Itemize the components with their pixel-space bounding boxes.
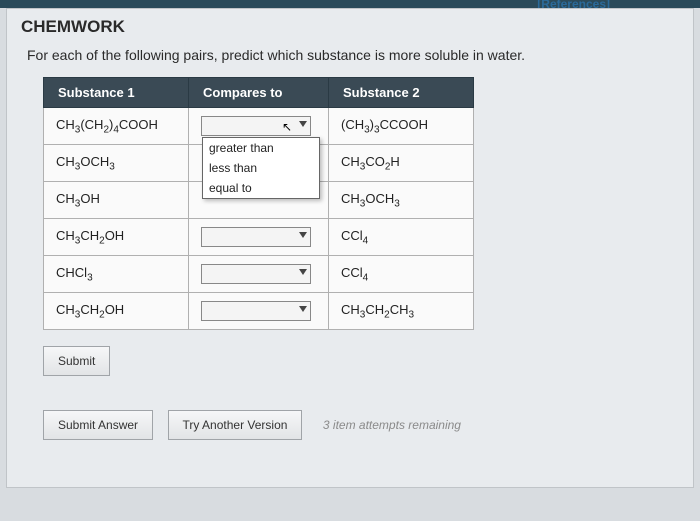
chevron-down-icon <box>299 269 307 275</box>
dropdown-option[interactable]: less than <box>203 158 319 178</box>
substance-2: CH3OCH3 <box>329 182 474 219</box>
compare-cell <box>189 293 329 330</box>
panel-title: CHEMWORK <box>7 9 693 43</box>
attempts-remaining: 3 item attempts remaining <box>323 418 461 432</box>
compare-select[interactable] <box>201 264 311 284</box>
dropdown-option[interactable]: greater than <box>203 138 319 158</box>
substance-2: (CH3)3CCOOH <box>329 108 474 145</box>
bottom-button-row: Submit Answer Try Another Version 3 item… <box>43 410 693 440</box>
col-substance-1: Substance 1 <box>44 78 189 108</box>
substance-2: CH3CO2H <box>329 145 474 182</box>
substance-1: CH3CH2OH <box>44 219 189 256</box>
try-another-button[interactable]: Try Another Version <box>168 410 303 440</box>
substance-1: CH3CH2OH <box>44 293 189 330</box>
submit-row: Submit <box>43 346 693 376</box>
submit-button[interactable]: Submit <box>43 346 110 376</box>
substance-2: CH3CH2CH3 <box>329 293 474 330</box>
substance-1: CH3(CH2)4COOH <box>44 108 189 145</box>
instruction-text: For each of the following pairs, predict… <box>7 43 693 77</box>
compare-select[interactable] <box>201 227 311 247</box>
solubility-table: Substance 1 Compares to Substance 2 CH3(… <box>43 77 474 330</box>
col-compares-to: Compares to <box>189 78 329 108</box>
table-row: CH3CH2OH CH3CH2CH3 <box>44 293 474 330</box>
substance-2: CCl4 <box>329 256 474 293</box>
compare-cell <box>189 256 329 293</box>
substance-2: CCl4 <box>329 219 474 256</box>
chemwork-panel: CHEMWORK For each of the following pairs… <box>6 8 694 488</box>
table-row: CHCl3 CCl4 <box>44 256 474 293</box>
col-substance-2: Substance 2 <box>329 78 474 108</box>
chevron-down-icon <box>299 232 307 238</box>
table-row: CH3CH2OH CCl4 <box>44 219 474 256</box>
compare-select[interactable]: ↖greater thanless thanequal to <box>201 116 311 136</box>
compare-cell: ↖greater thanless thanequal to <box>189 108 329 145</box>
submit-answer-button[interactable]: Submit Answer <box>43 410 153 440</box>
dropdown-option[interactable]: equal to <box>203 178 319 198</box>
substance-1: CH3OH <box>44 182 189 219</box>
cursor-icon: ↖ <box>282 120 292 134</box>
compare-cell <box>189 219 329 256</box>
top-bar: [References] <box>0 0 700 8</box>
compare-select[interactable] <box>201 301 311 321</box>
chevron-down-icon <box>299 306 307 312</box>
table-row: CH3(CH2)4COOH ↖greater thanless thanequal… <box>44 108 474 145</box>
substance-1: CHCl3 <box>44 256 189 293</box>
substance-1: CH3OCH3 <box>44 145 189 182</box>
solubility-table-wrap: Substance 1 Compares to Substance 2 CH3(… <box>43 77 563 330</box>
table-body: CH3(CH2)4COOH↖greater thanless thanequal… <box>44 108 474 330</box>
chevron-down-icon <box>299 121 307 127</box>
compare-dropdown: greater thanless thanequal to <box>202 137 320 199</box>
